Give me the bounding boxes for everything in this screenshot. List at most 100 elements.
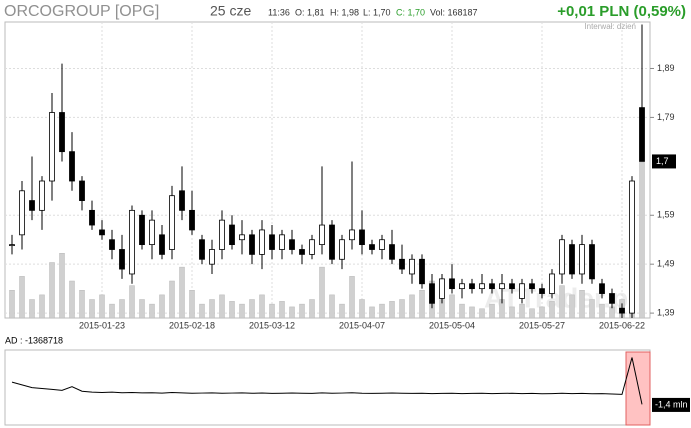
volume-bar — [209, 299, 215, 319]
candle-body — [159, 234, 165, 255]
volume-bar — [19, 276, 25, 319]
candle-body — [9, 244, 15, 247]
candle-body — [629, 180, 635, 314]
candle-body — [379, 239, 385, 250]
low: L: 1,70 — [363, 7, 391, 17]
indicator-line — [11, 357, 643, 405]
candle-body — [349, 229, 355, 241]
volume-bar — [59, 253, 65, 319]
volume-bar — [369, 306, 375, 319]
volume-bar — [349, 276, 355, 319]
candle-body — [609, 293, 615, 304]
volume-bar — [189, 290, 195, 319]
candle-body — [569, 244, 575, 275]
candle-body — [279, 234, 285, 250]
volume-bar — [539, 306, 545, 319]
volume-bar — [199, 303, 205, 319]
last-price-box — [652, 154, 676, 169]
candle-body — [29, 200, 35, 211]
volume-bar — [299, 303, 305, 319]
candle-body — [199, 239, 205, 260]
candle-body — [359, 229, 365, 246]
candle-body — [459, 283, 465, 290]
candle-body — [329, 224, 335, 260]
volume-bar — [259, 294, 265, 319]
candle-body — [479, 283, 485, 290]
candle-body — [139, 214, 145, 246]
candle-body — [389, 244, 395, 260]
volume-bar — [419, 290, 425, 319]
candle-body — [259, 229, 265, 255]
volume-bar — [599, 303, 605, 319]
volume-bar — [509, 306, 515, 319]
volume-bar — [69, 280, 75, 319]
candle-body — [619, 307, 625, 314]
candle-body — [19, 190, 25, 236]
volume-bar — [279, 301, 285, 319]
candle-body — [179, 190, 185, 211]
candle-body — [79, 180, 85, 201]
y-tick-label: 1,49 — [657, 259, 675, 269]
volume-bar — [589, 299, 595, 319]
candle-body — [309, 239, 315, 255]
x-tick-label: 2015-03-12 — [249, 320, 295, 330]
volume-bar — [389, 301, 395, 319]
volume-bar — [109, 303, 115, 319]
y-tick-label: 1,39 — [657, 307, 675, 317]
volume-bar — [49, 262, 55, 319]
volume-bar — [239, 303, 245, 319]
candle-body — [109, 239, 115, 250]
volume-bar — [139, 299, 145, 319]
candle-body — [429, 283, 435, 304]
candle-body — [559, 239, 565, 275]
candle-body — [419, 258, 425, 285]
highlight — [625, 351, 651, 426]
volume-bar — [549, 301, 555, 319]
candle-body — [209, 249, 215, 265]
volume-bar — [159, 294, 165, 319]
plot-frame — [4, 21, 651, 319]
volume-bar — [459, 303, 465, 319]
indicator-tick-label: -1,4 mln — [655, 399, 688, 409]
candle-body — [49, 112, 55, 182]
candle-body — [499, 283, 505, 290]
candle-body — [149, 219, 155, 246]
candle-body — [449, 278, 455, 290]
volume-bar — [479, 308, 485, 319]
volume-bar — [569, 294, 575, 319]
x-tick-label: 2015-02-18 — [169, 320, 215, 330]
candle-body — [119, 249, 125, 270]
volume-bar — [319, 266, 325, 319]
volume-bar — [359, 299, 365, 319]
y-tick-label: 1,59 — [657, 210, 675, 220]
volume-bar — [399, 299, 405, 319]
candle-body — [269, 234, 275, 250]
volume-bar — [309, 299, 315, 319]
candle-body — [69, 151, 75, 182]
last-price-label: 1,7 — [656, 156, 669, 166]
volume-bar — [119, 299, 125, 319]
volume-bar — [249, 299, 255, 319]
date: 25 cze — [210, 3, 251, 19]
volume-bar — [99, 294, 105, 319]
y-tick-label: 1,89 — [657, 63, 675, 73]
volume-bar — [519, 303, 525, 319]
volume-bar — [339, 303, 345, 319]
volume-bar — [379, 303, 385, 319]
candle-body — [189, 209, 195, 231]
candle-body — [59, 112, 65, 153]
candle-body — [229, 224, 235, 246]
volume: Vol: 168187 — [430, 7, 478, 17]
volume-bar — [489, 303, 495, 319]
candle-body — [599, 283, 605, 294]
volume-bar — [149, 303, 155, 319]
volume-bar — [79, 290, 85, 319]
candle-body — [509, 283, 515, 290]
volume-bar — [29, 299, 35, 319]
candle-body — [439, 278, 445, 299]
title: ORCOGROUP [OPG] — [4, 3, 159, 20]
candle-body — [539, 288, 545, 294]
x-tick-label: 2015-01-23 — [79, 320, 125, 330]
time: 11:36 — [268, 7, 290, 17]
